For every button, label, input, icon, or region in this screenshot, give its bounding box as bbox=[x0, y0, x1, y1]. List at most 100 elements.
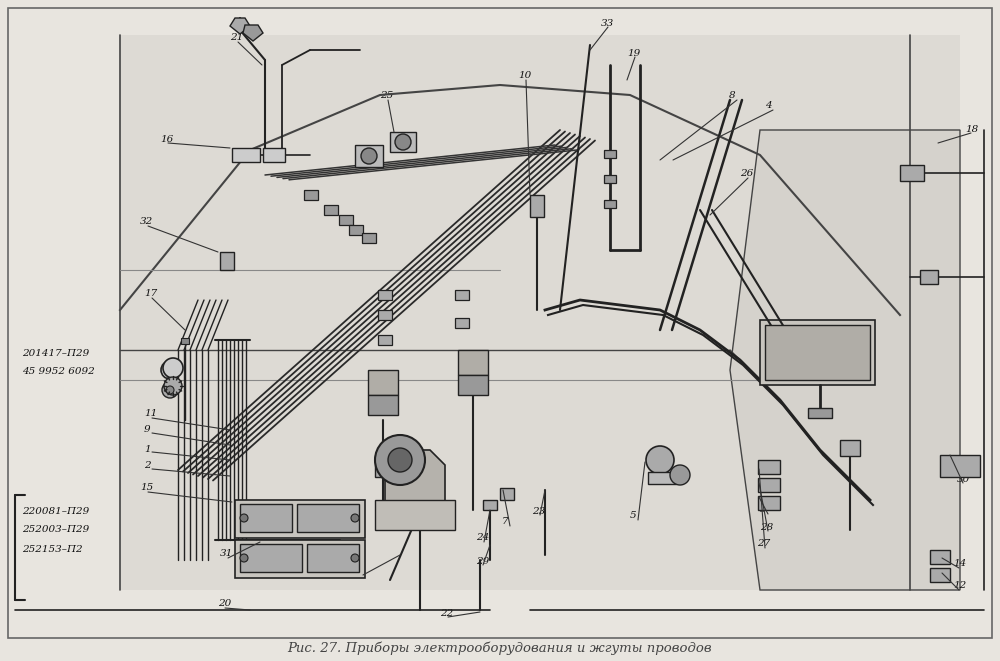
Polygon shape bbox=[385, 450, 445, 520]
FancyBboxPatch shape bbox=[455, 318, 469, 328]
FancyBboxPatch shape bbox=[304, 190, 318, 200]
Text: 15: 15 bbox=[140, 483, 153, 492]
Text: 8: 8 bbox=[729, 91, 736, 100]
Text: 4: 4 bbox=[765, 102, 772, 110]
Text: 18: 18 bbox=[965, 124, 978, 134]
Circle shape bbox=[164, 377, 182, 395]
FancyBboxPatch shape bbox=[930, 550, 950, 564]
Text: 20: 20 bbox=[218, 600, 231, 609]
Circle shape bbox=[240, 554, 248, 562]
Polygon shape bbox=[730, 130, 960, 590]
Text: 14: 14 bbox=[953, 559, 966, 568]
Text: 10: 10 bbox=[518, 71, 531, 81]
Text: 30: 30 bbox=[957, 475, 970, 483]
FancyBboxPatch shape bbox=[375, 455, 395, 477]
Text: 33: 33 bbox=[601, 19, 614, 28]
FancyBboxPatch shape bbox=[240, 544, 302, 572]
FancyBboxPatch shape bbox=[324, 205, 338, 215]
FancyBboxPatch shape bbox=[760, 320, 875, 385]
FancyBboxPatch shape bbox=[758, 496, 780, 510]
Circle shape bbox=[670, 465, 690, 485]
Text: 23: 23 bbox=[532, 506, 545, 516]
FancyBboxPatch shape bbox=[378, 335, 392, 345]
Circle shape bbox=[166, 386, 174, 394]
FancyBboxPatch shape bbox=[378, 310, 392, 320]
Circle shape bbox=[646, 446, 674, 474]
FancyBboxPatch shape bbox=[900, 165, 924, 181]
FancyBboxPatch shape bbox=[235, 540, 365, 578]
FancyBboxPatch shape bbox=[368, 370, 398, 395]
FancyBboxPatch shape bbox=[458, 350, 488, 375]
FancyBboxPatch shape bbox=[349, 225, 363, 235]
Text: 12: 12 bbox=[953, 582, 966, 590]
Text: 31: 31 bbox=[220, 549, 233, 559]
FancyBboxPatch shape bbox=[378, 290, 392, 300]
FancyBboxPatch shape bbox=[458, 375, 488, 395]
FancyBboxPatch shape bbox=[530, 195, 544, 217]
Text: 16: 16 bbox=[160, 134, 173, 143]
Text: 21: 21 bbox=[230, 34, 243, 42]
Circle shape bbox=[163, 358, 183, 378]
FancyBboxPatch shape bbox=[235, 500, 365, 538]
FancyBboxPatch shape bbox=[339, 215, 353, 225]
FancyBboxPatch shape bbox=[930, 568, 950, 582]
Circle shape bbox=[375, 435, 425, 485]
FancyBboxPatch shape bbox=[455, 290, 469, 300]
Circle shape bbox=[361, 148, 377, 164]
Text: 1: 1 bbox=[144, 444, 151, 453]
Text: 22: 22 bbox=[440, 609, 453, 617]
Circle shape bbox=[351, 514, 359, 522]
FancyBboxPatch shape bbox=[940, 455, 980, 477]
FancyBboxPatch shape bbox=[604, 150, 616, 158]
Text: 24: 24 bbox=[476, 533, 489, 543]
Text: 26: 26 bbox=[740, 169, 753, 178]
Text: 201417–П29: 201417–П29 bbox=[22, 348, 89, 358]
FancyBboxPatch shape bbox=[375, 500, 455, 530]
Text: 7: 7 bbox=[502, 518, 509, 527]
FancyBboxPatch shape bbox=[500, 488, 514, 500]
FancyBboxPatch shape bbox=[362, 233, 376, 243]
Polygon shape bbox=[120, 35, 960, 590]
Text: 29: 29 bbox=[476, 557, 489, 566]
Text: 28: 28 bbox=[760, 522, 773, 531]
FancyBboxPatch shape bbox=[758, 478, 780, 492]
FancyBboxPatch shape bbox=[648, 472, 676, 484]
Text: 27: 27 bbox=[757, 539, 770, 549]
FancyBboxPatch shape bbox=[808, 408, 832, 418]
FancyBboxPatch shape bbox=[181, 338, 189, 344]
Polygon shape bbox=[230, 18, 250, 34]
FancyBboxPatch shape bbox=[920, 270, 938, 284]
Circle shape bbox=[162, 382, 178, 398]
Text: 3: 3 bbox=[760, 506, 767, 514]
FancyBboxPatch shape bbox=[297, 504, 359, 532]
Text: 252003–П29: 252003–П29 bbox=[22, 525, 89, 535]
Text: 45 9952 6092: 45 9952 6092 bbox=[22, 366, 95, 375]
Circle shape bbox=[240, 514, 248, 522]
Text: 252153–П2: 252153–П2 bbox=[22, 545, 83, 555]
Text: 17: 17 bbox=[144, 290, 157, 299]
FancyBboxPatch shape bbox=[307, 544, 359, 572]
Circle shape bbox=[388, 448, 412, 472]
FancyBboxPatch shape bbox=[263, 148, 285, 162]
FancyBboxPatch shape bbox=[355, 145, 383, 167]
FancyBboxPatch shape bbox=[390, 132, 416, 152]
Text: 2: 2 bbox=[144, 461, 151, 471]
FancyBboxPatch shape bbox=[758, 460, 780, 474]
Circle shape bbox=[395, 134, 411, 150]
Circle shape bbox=[351, 554, 359, 562]
FancyBboxPatch shape bbox=[368, 395, 398, 415]
Text: 220081–П29: 220081–П29 bbox=[22, 508, 89, 516]
FancyBboxPatch shape bbox=[604, 200, 616, 208]
Circle shape bbox=[161, 361, 179, 379]
FancyBboxPatch shape bbox=[220, 252, 234, 270]
Text: Рис. 27. Приборы электрооборудования и жгуты проводов: Рис. 27. Приборы электрооборудования и ж… bbox=[288, 641, 712, 655]
Text: 5: 5 bbox=[630, 512, 637, 520]
FancyBboxPatch shape bbox=[240, 504, 292, 532]
FancyBboxPatch shape bbox=[232, 148, 260, 162]
Text: 19: 19 bbox=[627, 48, 640, 58]
Polygon shape bbox=[243, 25, 263, 41]
Text: 6: 6 bbox=[355, 566, 362, 576]
FancyBboxPatch shape bbox=[604, 175, 616, 183]
Text: 9: 9 bbox=[144, 426, 151, 434]
FancyBboxPatch shape bbox=[840, 440, 860, 456]
